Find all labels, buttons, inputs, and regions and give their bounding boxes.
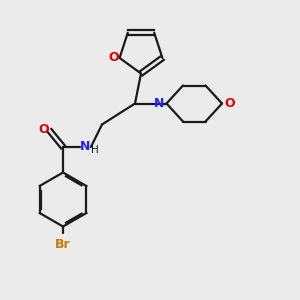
Text: N: N bbox=[154, 97, 164, 110]
Text: O: O bbox=[224, 97, 235, 110]
Text: O: O bbox=[108, 52, 119, 64]
Text: H: H bbox=[91, 145, 98, 155]
Text: Br: Br bbox=[55, 238, 71, 251]
Text: N: N bbox=[80, 140, 91, 154]
Text: O: O bbox=[38, 122, 49, 136]
